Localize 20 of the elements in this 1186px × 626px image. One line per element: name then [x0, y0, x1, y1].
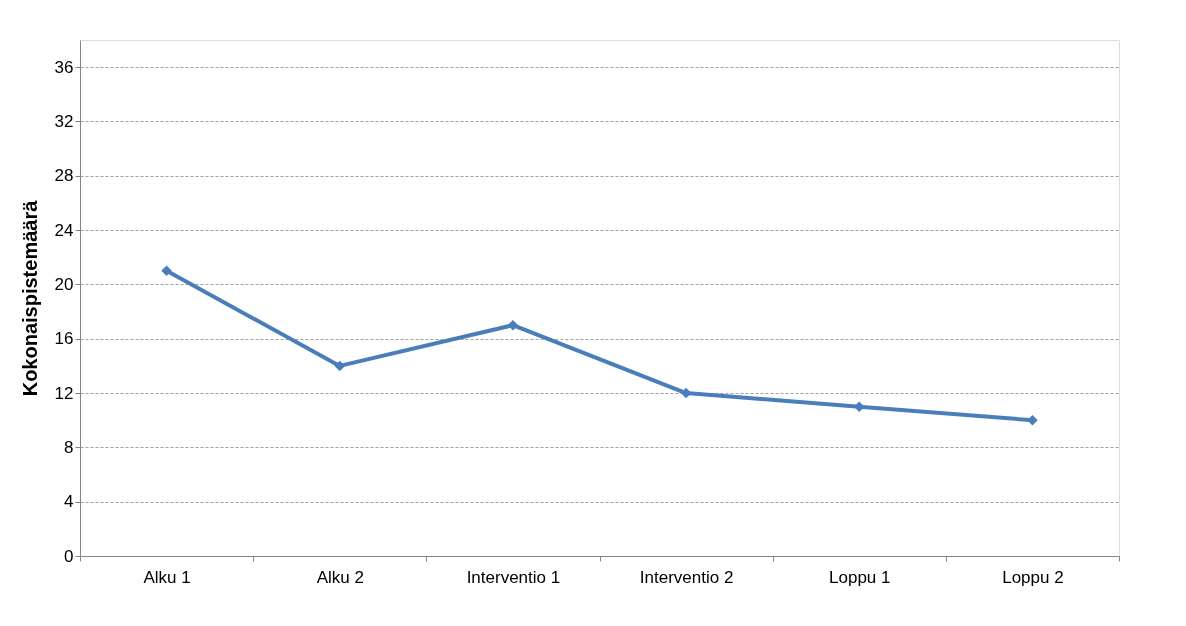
x-tick-label: Loppu 1 [829, 567, 891, 587]
y-tick-label: 16 [54, 329, 74, 349]
y-tick-label: 0 [64, 546, 74, 566]
point [161, 265, 172, 277]
y-tick-label: 24 [54, 220, 74, 240]
y-tick-label: 28 [54, 166, 74, 186]
y-tick-label: 4 [64, 492, 74, 512]
x-tick-label: Alku 2 [316, 567, 364, 587]
x-tick-label: Interventio 2 [639, 567, 734, 587]
y-tick-label: 36 [54, 57, 74, 77]
x-tick-label: Alku 1 [143, 567, 191, 587]
point [507, 319, 519, 331]
y-tick-label: 8 [64, 437, 74, 457]
point [334, 360, 345, 372]
x-tick-label: Loppu 2 [1002, 567, 1064, 587]
x-tick-label: Interventio 1 [466, 567, 561, 587]
y-tick-label: 20 [54, 274, 74, 294]
y-tick-label: 32 [54, 111, 74, 131]
y-tick-label: 12 [54, 383, 74, 403]
y-axis-title: Kokonaispistemäärä [18, 199, 41, 397]
